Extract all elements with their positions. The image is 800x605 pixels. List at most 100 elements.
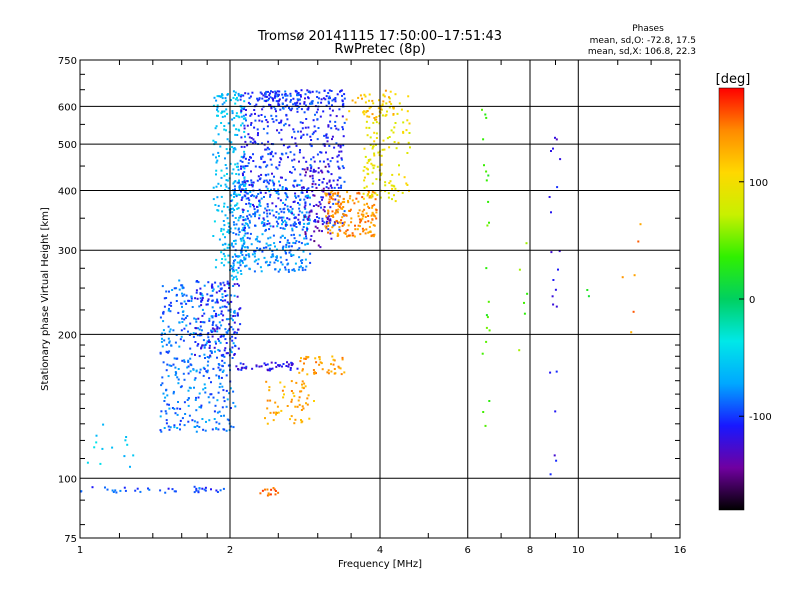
data-point bbox=[265, 380, 268, 383]
data-point bbox=[329, 191, 332, 194]
data-point bbox=[336, 155, 339, 158]
data-point bbox=[298, 151, 301, 154]
data-point bbox=[369, 158, 372, 161]
data-point bbox=[233, 185, 236, 188]
data-point bbox=[296, 110, 299, 113]
data-point bbox=[298, 240, 301, 243]
data-point bbox=[262, 94, 265, 97]
data-point bbox=[181, 417, 184, 420]
data-point bbox=[294, 89, 297, 92]
data-point bbox=[389, 180, 392, 183]
data-point bbox=[371, 193, 374, 196]
data-point bbox=[320, 362, 323, 365]
data-point bbox=[245, 365, 248, 368]
data-point bbox=[298, 207, 301, 210]
data-point bbox=[375, 116, 378, 118]
data-point bbox=[336, 211, 339, 214]
data-point bbox=[266, 363, 269, 366]
data-point bbox=[303, 111, 306, 114]
data-point bbox=[243, 155, 246, 158]
data-point bbox=[329, 184, 332, 187]
data-point bbox=[284, 223, 287, 226]
data-point bbox=[262, 225, 265, 227]
data-point bbox=[218, 363, 221, 366]
data-point bbox=[212, 320, 215, 323]
data-point bbox=[304, 231, 307, 234]
data-point bbox=[290, 99, 292, 102]
data-point bbox=[289, 170, 291, 173]
data-point bbox=[291, 229, 294, 232]
data-point bbox=[278, 184, 281, 187]
data-point bbox=[278, 121, 281, 124]
data-point bbox=[356, 192, 359, 195]
data-point bbox=[224, 97, 227, 100]
data-point bbox=[239, 260, 242, 263]
data-point bbox=[360, 213, 363, 216]
data-point bbox=[242, 363, 245, 366]
data-point bbox=[302, 218, 305, 221]
data-point bbox=[367, 205, 370, 208]
data-point bbox=[275, 256, 278, 259]
data-point bbox=[297, 268, 300, 271]
data-point bbox=[354, 224, 356, 227]
data-point bbox=[233, 270, 235, 273]
data-point bbox=[269, 236, 272, 239]
data-point bbox=[294, 216, 297, 219]
data-point bbox=[336, 232, 339, 235]
data-point bbox=[292, 166, 295, 168]
data-point bbox=[408, 132, 411, 134]
data-point bbox=[99, 462, 102, 465]
data-point bbox=[233, 191, 236, 193]
data-point bbox=[306, 188, 309, 191]
data-point bbox=[224, 338, 227, 341]
data-point bbox=[201, 314, 204, 317]
data-point bbox=[220, 169, 223, 172]
data-point bbox=[275, 115, 278, 118]
data-point bbox=[223, 361, 226, 364]
data-point bbox=[148, 488, 151, 491]
data-point bbox=[557, 268, 559, 271]
data-point bbox=[330, 90, 333, 92]
data-point bbox=[402, 121, 405, 124]
data-point bbox=[253, 255, 256, 258]
data-point bbox=[258, 188, 261, 191]
data-point bbox=[632, 310, 635, 313]
data-point bbox=[371, 206, 374, 209]
data-point bbox=[240, 136, 243, 139]
data-point bbox=[181, 317, 184, 320]
data-point bbox=[253, 140, 256, 143]
data-point bbox=[336, 160, 339, 163]
stats-header: Phases bbox=[632, 24, 664, 34]
data-point bbox=[212, 139, 215, 142]
data-point bbox=[242, 209, 245, 212]
data-point bbox=[223, 224, 226, 227]
data-point bbox=[245, 264, 248, 267]
data-point bbox=[586, 289, 589, 291]
data-point bbox=[216, 300, 219, 303]
data-point bbox=[398, 164, 400, 167]
data-point bbox=[290, 211, 292, 214]
data-point bbox=[294, 102, 296, 105]
data-point bbox=[297, 130, 300, 133]
data-point bbox=[298, 256, 301, 259]
data-point bbox=[214, 404, 217, 407]
data-point bbox=[357, 200, 360, 203]
data-point bbox=[300, 135, 303, 138]
data-point bbox=[188, 414, 191, 417]
data-point bbox=[167, 375, 170, 378]
data-point bbox=[301, 259, 304, 262]
data-point bbox=[375, 118, 378, 121]
data-point bbox=[277, 270, 280, 273]
data-point bbox=[221, 258, 224, 260]
data-point bbox=[233, 147, 236, 150]
data-point bbox=[186, 366, 189, 369]
data-point bbox=[326, 140, 329, 143]
data-point bbox=[163, 297, 166, 300]
data-point bbox=[231, 335, 234, 338]
data-point bbox=[362, 230, 365, 233]
data-point bbox=[288, 124, 291, 127]
data-point bbox=[202, 339, 205, 342]
data-point bbox=[261, 221, 264, 223]
x-axis-ticks: 1 2 4 6 8 10 16 bbox=[77, 60, 686, 556]
data-point bbox=[211, 335, 214, 338]
